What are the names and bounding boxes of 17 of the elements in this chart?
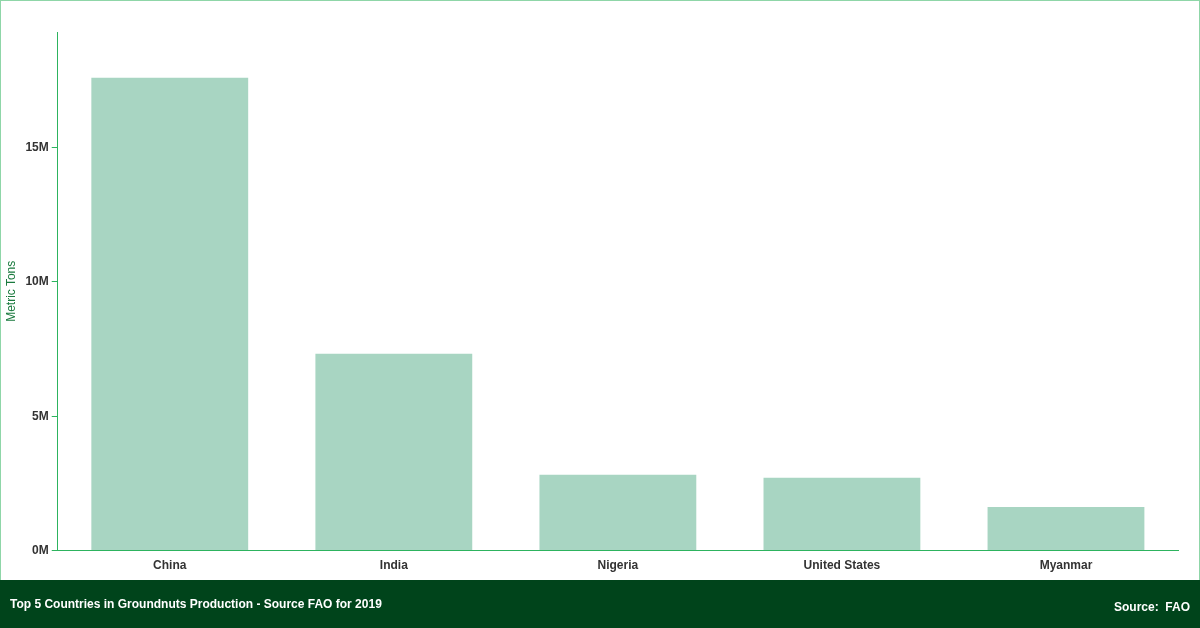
y-tick-label: 10M [25, 274, 49, 289]
text: Top 5 Countries in Groundnuts Production - Source FAO for 2019 [10, 597, 382, 611]
bar [987, 507, 1145, 551]
bar [91, 77, 249, 551]
y-tick-label: 0M [32, 542, 49, 557]
y-tick-label: 15M [25, 139, 49, 154]
x-tick-label: Myanmar [1039, 558, 1093, 573]
y-tick-label: 5M [32, 408, 49, 423]
y-axis-title: Metric Tons [3, 260, 18, 322]
x-tick-label: India [379, 558, 409, 573]
x-tick-label: Nigeria [597, 558, 639, 573]
bar [539, 474, 697, 551]
bar [763, 477, 921, 551]
source-note: Source: FAO [1113, 600, 1190, 614]
x-tick-label: China [153, 558, 187, 573]
bar [315, 353, 473, 551]
x-tick-label: United States [803, 558, 881, 573]
